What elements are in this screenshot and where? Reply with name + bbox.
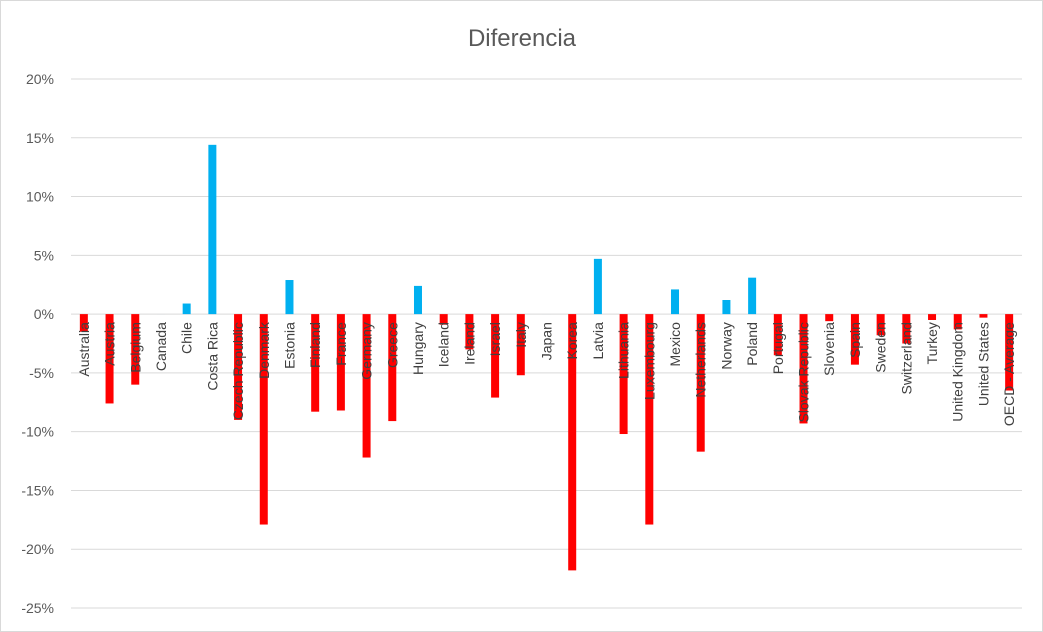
bar bbox=[619, 314, 628, 435]
category-label: Greece bbox=[384, 322, 400, 368]
bar bbox=[902, 314, 911, 344]
bar bbox=[79, 314, 88, 332]
bar bbox=[696, 314, 705, 452]
bar bbox=[671, 289, 680, 315]
category-label: Poland bbox=[744, 322, 760, 366]
category-label: Switzerland bbox=[898, 322, 914, 394]
category-label: Portugal bbox=[770, 322, 786, 374]
category-label: Ireland bbox=[461, 322, 477, 365]
category-labels: Australia Austria Belgium Canada Chile Costa … bbox=[76, 321, 1017, 426]
bar bbox=[799, 314, 808, 424]
bar bbox=[593, 258, 602, 315]
category-label: Luxembourg bbox=[641, 322, 657, 400]
category-label: Estonia bbox=[281, 322, 297, 369]
category-label: Norway bbox=[718, 322, 734, 369]
category-label: Spain bbox=[847, 322, 863, 358]
bar bbox=[748, 277, 757, 315]
y-tick-label: 0% bbox=[34, 306, 54, 322]
chart-title: Diferencia bbox=[468, 25, 577, 52]
bar bbox=[491, 314, 500, 398]
bar bbox=[953, 314, 962, 330]
y-tick-label: -20% bbox=[21, 541, 54, 557]
category-label: Iceland bbox=[436, 322, 452, 367]
category-label: Denmark bbox=[256, 321, 272, 379]
category-label: Finland bbox=[307, 322, 323, 368]
bar bbox=[182, 303, 191, 315]
category-label: Austria bbox=[102, 322, 118, 366]
bar bbox=[876, 314, 885, 336]
category-label: Hungary bbox=[410, 322, 426, 375]
category-label: Korea bbox=[564, 322, 580, 360]
category-label: Czech Republic bbox=[230, 322, 246, 420]
bar bbox=[465, 314, 474, 350]
bar bbox=[928, 314, 937, 320]
category-label: Latvia bbox=[590, 322, 606, 360]
y-tick-label: -10% bbox=[21, 424, 54, 440]
y-tick-label: -5% bbox=[29, 365, 54, 381]
category-label: Costa Rica bbox=[204, 322, 220, 391]
bar bbox=[131, 314, 140, 385]
bar bbox=[1005, 314, 1014, 391]
category-label: Italy bbox=[513, 322, 529, 348]
category-label: Mexico bbox=[667, 322, 683, 367]
bar bbox=[234, 314, 243, 420]
bar bbox=[336, 314, 345, 411]
category-label: Turkey bbox=[924, 322, 940, 364]
bar bbox=[413, 285, 422, 315]
bar bbox=[825, 314, 834, 322]
bar bbox=[850, 314, 859, 365]
bar bbox=[568, 314, 577, 571]
bar bbox=[388, 314, 397, 422]
y-tick-label: 5% bbox=[34, 247, 54, 263]
category-label: Slovenia bbox=[821, 322, 837, 376]
bar bbox=[208, 144, 217, 315]
category-label: Chile bbox=[179, 322, 195, 354]
bar bbox=[285, 280, 294, 315]
bar bbox=[362, 314, 371, 458]
category-label: United States bbox=[975, 322, 991, 406]
category-label: Israel bbox=[487, 322, 503, 356]
y-axis-tick-labels: 20% 15% 10% 5% 0% -5% -10% -15% -20% -25% bbox=[21, 71, 54, 616]
bar bbox=[259, 314, 268, 525]
category-label: Belgium bbox=[127, 322, 143, 373]
y-tick-label: -25% bbox=[21, 600, 54, 616]
y-tick-label: 20% bbox=[26, 71, 54, 87]
category-label: OECD - Average bbox=[1001, 322, 1017, 426]
category-label: United Kingdom bbox=[950, 322, 966, 422]
category-label: Canada bbox=[153, 322, 169, 371]
category-label: Sweden bbox=[873, 322, 889, 373]
y-tick-label: -15% bbox=[21, 482, 54, 498]
y-tick-label: 15% bbox=[26, 130, 54, 146]
y-tick-label: 10% bbox=[26, 189, 54, 205]
category-label: Netherlands bbox=[693, 322, 709, 398]
bar bbox=[979, 314, 988, 318]
bars bbox=[79, 144, 1014, 571]
category-label: Slovak Republic bbox=[796, 322, 812, 422]
bar bbox=[722, 300, 731, 315]
bar bbox=[105, 314, 114, 404]
bar bbox=[311, 314, 320, 412]
category-label: Lithuania bbox=[616, 322, 632, 379]
category-label: Australia bbox=[76, 322, 92, 377]
category-label: Japan bbox=[539, 322, 555, 360]
category-label: Germany bbox=[359, 322, 375, 380]
category-label: France bbox=[333, 322, 349, 366]
bar bbox=[516, 314, 525, 376]
bar bbox=[439, 314, 448, 325]
bar bbox=[645, 314, 654, 525]
bar bbox=[773, 314, 782, 356]
